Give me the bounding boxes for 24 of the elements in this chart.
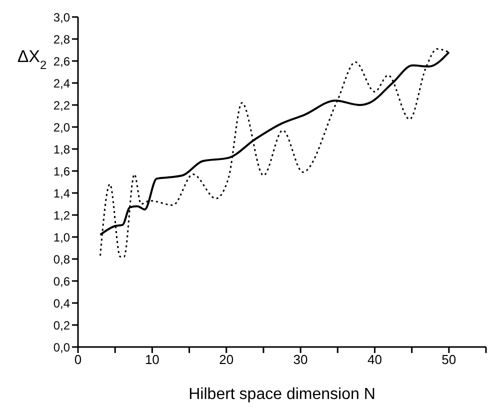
- y-tick-label: 2,6: [53, 54, 70, 68]
- y-tick-label: 1,2: [53, 208, 70, 222]
- x-tick-label: 0: [74, 352, 82, 368]
- x-tick-label: 10: [144, 352, 160, 368]
- x-tick-label: 30: [293, 352, 308, 368]
- y-tick-label: 0,2: [53, 318, 70, 332]
- y-tick-label: 2,0: [53, 120, 70, 134]
- y-tick-label: 3,0: [53, 10, 70, 24]
- y-tick-label: 2,4: [53, 76, 70, 90]
- y-axis-title: ΔX$_{2}$: [17, 47, 48, 72]
- y-tick-label: 1,4: [53, 186, 70, 200]
- y-tick-label: 0,8: [53, 252, 70, 266]
- y-tick-label: 0,4: [53, 296, 70, 310]
- x-tick-label: 50: [442, 352, 456, 368]
- y-tick-label: 1,0: [53, 230, 70, 244]
- x-tick-label: 20: [219, 352, 234, 368]
- x-axis-title: Hilbert space dimension N: [188, 386, 376, 403]
- y-tick-label: 0,6: [53, 274, 70, 288]
- y-tick-label: 2,2: [53, 98, 70, 112]
- y-tick-label: 2,8: [53, 32, 70, 46]
- x-tick-label: 40: [367, 352, 382, 368]
- y-tick-label: 1,8: [53, 142, 70, 156]
- y-tick-label: 0,0: [53, 340, 70, 354]
- y-tick-label: 1,6: [53, 164, 70, 178]
